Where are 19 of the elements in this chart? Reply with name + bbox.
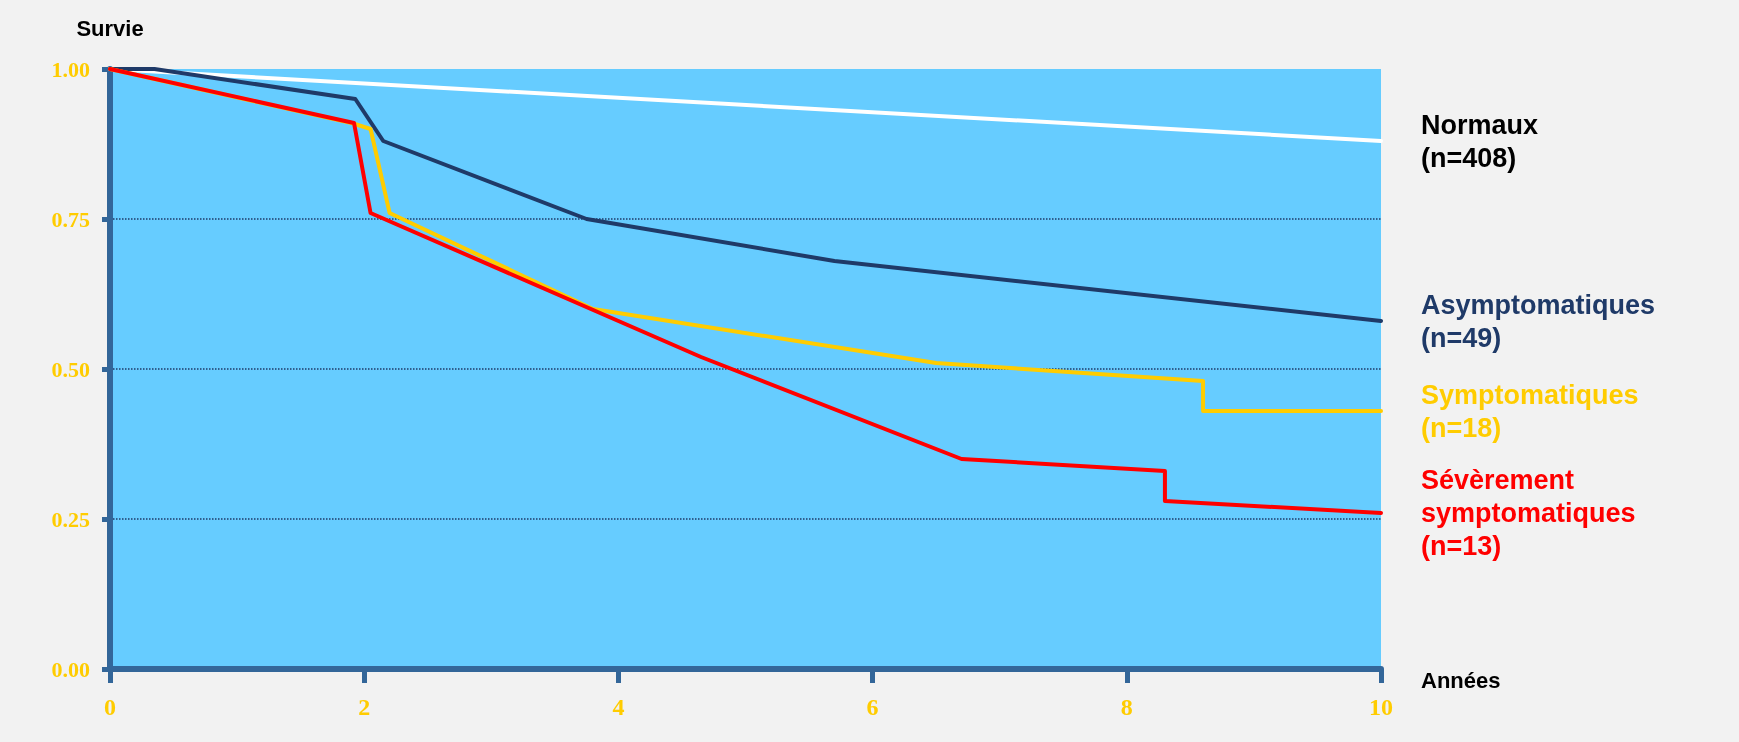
series-label: Normaux (n=408) xyxy=(1421,109,1539,173)
series-label: Asymptomatiques (n=49) xyxy=(1421,289,1656,353)
x-tick-label: 6 xyxy=(866,694,879,720)
y-tick-label: 1.00 xyxy=(51,56,90,82)
y-tick-label: 0.50 xyxy=(51,356,90,382)
y-tick-label: 0.25 xyxy=(51,506,90,532)
y-tick-label: 0.00 xyxy=(51,656,90,682)
y-tick-label: 0.75 xyxy=(51,206,90,232)
x-axis-title: Années xyxy=(1421,667,1501,693)
series-label: Symptomatiques (n=18) xyxy=(1421,379,1639,443)
series-label: Sévèrement symptomatiques (n=13) xyxy=(1421,465,1636,561)
y-axis-title: Survie xyxy=(76,15,144,41)
line-series xyxy=(108,67,1383,323)
x-tick-label: 10 xyxy=(1369,694,1393,720)
x-tick-label: 8 xyxy=(1120,694,1133,720)
x-tick-label: 0 xyxy=(104,694,116,720)
x-tick-label: 4 xyxy=(612,694,625,720)
line-series xyxy=(108,67,1383,515)
x-tick-label: 2 xyxy=(358,694,371,720)
